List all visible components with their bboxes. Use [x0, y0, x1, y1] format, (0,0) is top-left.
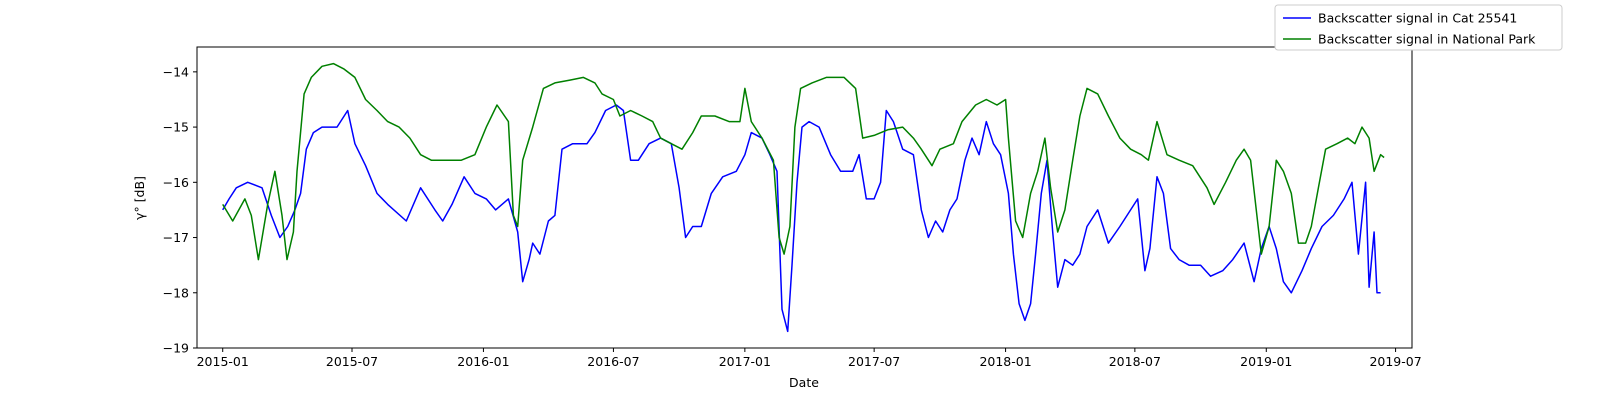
x-tick-label: 2016-07: [587, 354, 639, 369]
y-tick-label: −17: [163, 230, 189, 245]
x-axis: 2015-01 2015-07 2016-01 2016-07 2017-01 2017-…: [197, 348, 1422, 369]
plot-area: [196, 46, 1413, 349]
legend-label-2: Backscatter signal in National Park: [1318, 32, 1536, 47]
x-tick-label: 2019-01: [1240, 354, 1292, 369]
plot-frame: [196, 46, 1413, 349]
x-tick-label: 2015-01: [197, 354, 249, 369]
y-tick-label: −18: [163, 285, 189, 300]
y-axis: −19 −18 −17 −16 −15 −14: [163, 64, 197, 356]
x-tick-label: 2016-01: [457, 354, 509, 369]
x-tick-label: 2018-01: [979, 354, 1031, 369]
x-tick-label: 2019-07: [1369, 354, 1421, 369]
series-line-1: [222, 104, 1381, 333]
series-line-2: [222, 62, 1385, 261]
y-tick-label: −19: [163, 341, 189, 356]
series-layer: [222, 62, 1385, 333]
legend-label-1: Backscatter signal in Cat 25541: [1318, 11, 1517, 26]
y-axis-title: γ° [dB]: [132, 176, 147, 220]
legend-frame: [1274, 4, 1563, 51]
legend: Backscatter signal in Cat 25541 Backscatt…: [1274, 4, 1563, 51]
x-tick-label: 2017-07: [848, 354, 900, 369]
x-tick-label: 2017-01: [719, 354, 771, 369]
y-tick-label: −16: [163, 175, 189, 190]
x-axis-title: Date: [789, 375, 819, 390]
x-tick-label: 2015-07: [326, 354, 378, 369]
y-tick-label: −14: [163, 64, 189, 79]
y-tick-label: −15: [163, 120, 189, 135]
x-tick-label: 2018-07: [1109, 354, 1161, 369]
